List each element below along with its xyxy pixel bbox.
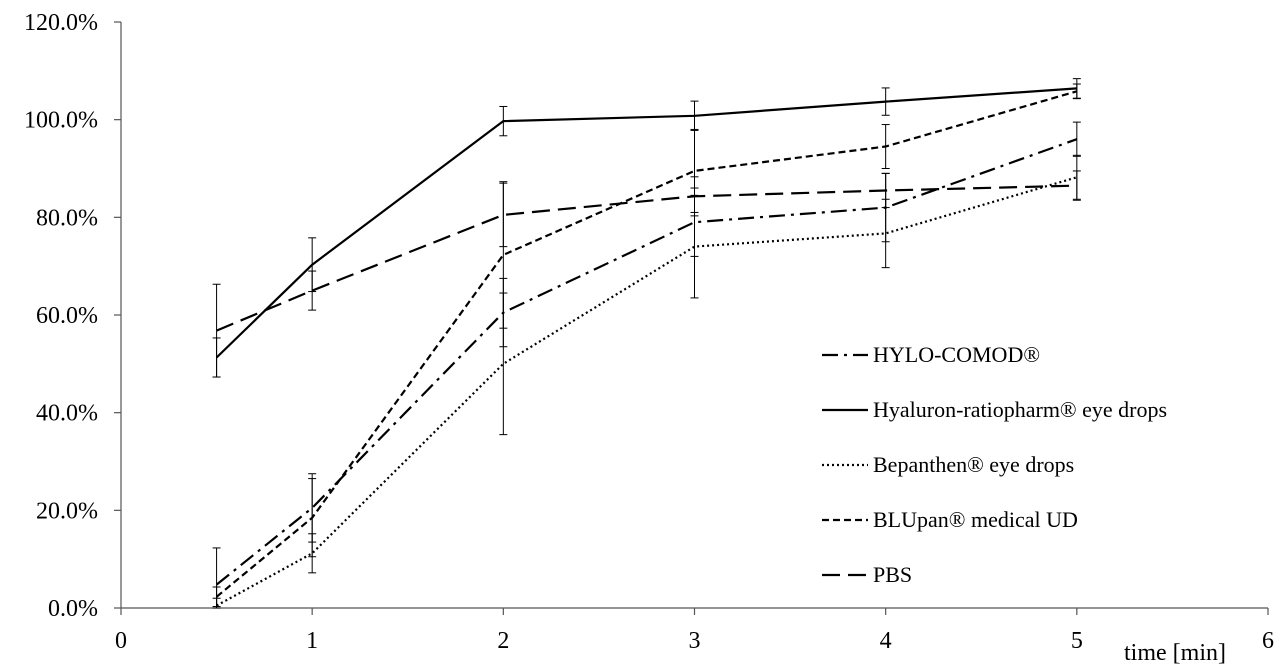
- error-bar: [690, 176, 699, 217]
- series-1: [212, 78, 1081, 378]
- error-bar: [499, 182, 508, 248]
- legend-label: PBS: [873, 562, 912, 587]
- x-tick-label: 2: [497, 628, 509, 654]
- series-line: [215, 90, 1078, 598]
- legend-label: HYLO-COMOD®: [873, 342, 1040, 367]
- legend-item: BLUpan® medical UD: [822, 507, 1078, 532]
- legend: HYLO-COMOD® Hyaluron-ratiopharm® eye drop…: [822, 342, 1167, 587]
- legend-item: HYLO-COMOD®: [822, 342, 1040, 367]
- x-axis-title: time [min]: [1124, 640, 1226, 666]
- axes: 0.0% 20.0% 40.0% 60.0% 80.0% 100.0% 120.0% 0 1 2 3…: [24, 10, 1274, 654]
- x-tick-label: 6: [1262, 628, 1274, 654]
- y-tick-label: 60.0%: [36, 303, 98, 329]
- legend-item: PBS: [822, 562, 912, 587]
- error-bar: [308, 478, 317, 558]
- series-layer: [212, 78, 1081, 609]
- y-tick-label: 0.0%: [48, 596, 98, 622]
- legend-label: Hyaluron-ratiopharm® eye drops: [873, 397, 1167, 422]
- y-tick-label: 40.0%: [36, 401, 98, 427]
- error-bar: [499, 105, 508, 137]
- series-line: [215, 138, 1078, 586]
- legend-label: BLUpan® medical UD: [873, 507, 1078, 532]
- error-bar: [1072, 170, 1081, 201]
- legend-label: Bepanthen® eye drops: [873, 452, 1074, 477]
- y-tick-label: 20.0%: [36, 498, 98, 524]
- x-tick-label: 4: [880, 628, 892, 654]
- series-4: [212, 170, 1081, 378]
- error-bar: [308, 270, 317, 311]
- x-tick-label: 0: [115, 628, 127, 654]
- x-tick-label: 1: [306, 628, 318, 654]
- series-line: [215, 87, 1077, 359]
- y-tick-label: 80.0%: [36, 205, 98, 231]
- error-bar: [881, 124, 890, 169]
- series-2: [212, 154, 1081, 609]
- error-bar: [212, 283, 221, 378]
- legend-item: Bepanthen® eye drops: [822, 452, 1074, 477]
- error-bar: [212, 586, 221, 608]
- series-line: [216, 176, 1078, 607]
- x-tick-label: 5: [1071, 628, 1083, 654]
- legend-item: Hyaluron-ratiopharm® eye drops: [822, 397, 1167, 422]
- y-tick-label: 120.0%: [24, 10, 98, 36]
- y-tick-label: 100.0%: [24, 108, 98, 134]
- x-tick-label: 3: [689, 628, 701, 654]
- error-bar: [881, 172, 890, 209]
- error-bar: [1072, 83, 1081, 100]
- error-bar: [881, 87, 890, 116]
- series-line: [216, 184, 1077, 332]
